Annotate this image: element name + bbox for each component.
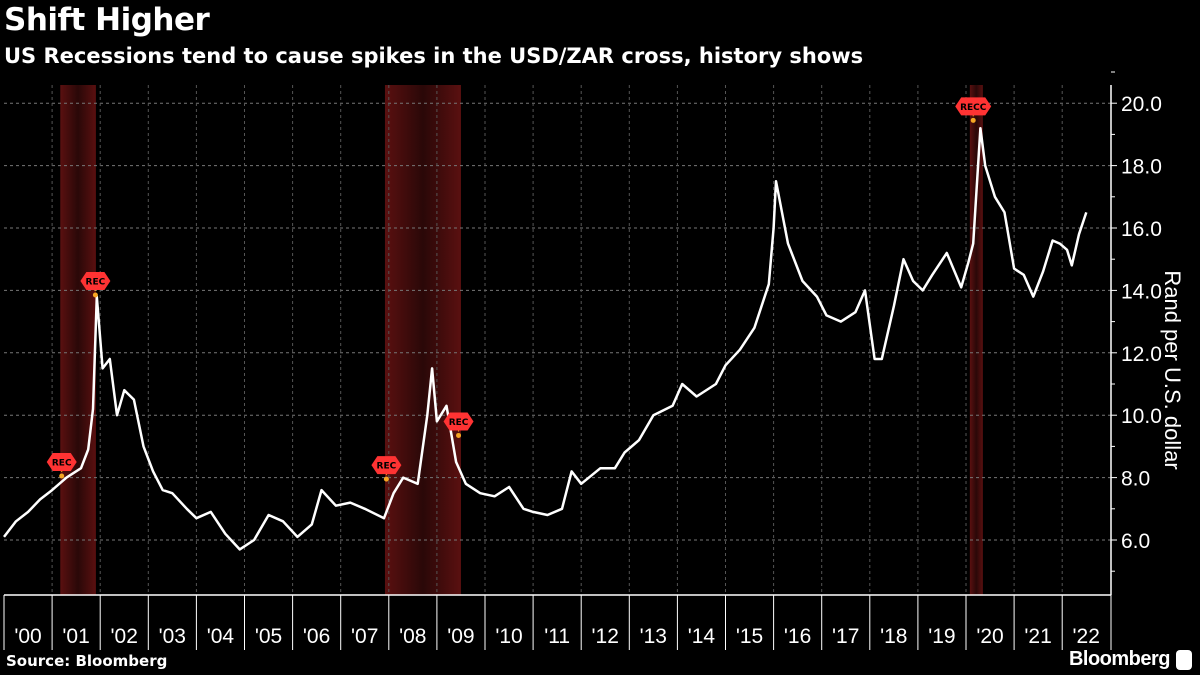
- marker-dot: [59, 473, 65, 479]
- usdzar-line: [3, 126, 1088, 551]
- recession-marker: REC: [443, 412, 474, 438]
- x-tick-label: '03: [159, 625, 186, 648]
- marker-label: REC: [377, 462, 397, 472]
- chart-title: Shift Higher: [4, 2, 210, 38]
- recession-marker: RECC: [955, 97, 992, 123]
- chart-subtitle: US Recessions tend to cause spikes in th…: [4, 44, 864, 68]
- recession-band: [384, 85, 461, 595]
- x-tick-label: '00: [14, 625, 41, 648]
- y-tick-label: 18.0: [1121, 156, 1162, 179]
- brand-name: Bloomberg: [1068, 648, 1171, 670]
- axes: 6.0 8.0 10.0 12.0 14.0 16.0 18.0 20.0 '00 '01 '02 '…: [3, 71, 1162, 650]
- y-tick-label: 8.0: [1121, 468, 1150, 491]
- series-layer: [3, 126, 1088, 551]
- x-tick-label: '12: [592, 625, 619, 648]
- x-tick-label: '18: [880, 625, 907, 648]
- y-tick-label: 14.0: [1121, 280, 1162, 303]
- x-tick-label: '08: [399, 625, 426, 648]
- source-note: Source: Bloomberg: [6, 652, 168, 670]
- marker-dot: [456, 432, 462, 438]
- marker-hexagon: [371, 456, 402, 475]
- x-tick-label: '13: [640, 625, 667, 648]
- recession-bands: [60, 85, 983, 595]
- chart-logo-icon: [1176, 649, 1192, 670]
- x-tick-label: '05: [255, 625, 282, 648]
- x-tick-label: '22: [1073, 625, 1100, 648]
- x-tick-label: '09: [447, 625, 474, 648]
- x-tick-label: '17: [832, 625, 859, 648]
- y-axis-label: Rand per U.S. dollar: [1160, 270, 1185, 470]
- marker-dot: [92, 292, 98, 298]
- marker-dot: [970, 117, 976, 123]
- bloomberg-logo: Bloomberg: [1069, 648, 1192, 671]
- gridlines: [4, 85, 1111, 595]
- x-tick-label: '19: [928, 625, 955, 648]
- x-tick-label: '14: [688, 625, 716, 648]
- x-tick-label: '04: [207, 625, 235, 648]
- recession-marker: REC: [46, 453, 77, 479]
- marker-hexagon: [80, 272, 111, 291]
- x-tick-label: '20: [976, 625, 1003, 648]
- x-tick-label: '01: [62, 625, 89, 648]
- recession-marker: REC: [80, 272, 111, 298]
- marker-label: RECC: [960, 103, 987, 113]
- recession-marker: REC: [371, 456, 402, 482]
- marker-hexagon: [46, 453, 77, 471]
- x-tick-label: '11: [544, 625, 570, 648]
- x-tick-label: '21: [1024, 625, 1051, 648]
- y-tick-label: 10.0: [1121, 405, 1162, 428]
- x-tick-label: '15: [736, 625, 763, 648]
- y-tick-label: 16.0: [1121, 218, 1162, 241]
- x-tick-label: '16: [784, 625, 811, 648]
- y-tick-label: 6.0: [1121, 530, 1150, 553]
- marker-dot: [383, 476, 389, 482]
- marker-hexagon: [443, 412, 474, 431]
- marker-label: REC: [52, 459, 72, 469]
- x-tick-label: '02: [111, 625, 138, 648]
- recession-band: [969, 85, 983, 595]
- marker-label: REC: [449, 418, 469, 428]
- x-tick-label: '10: [495, 625, 522, 648]
- y-tick-label: 20.0: [1121, 93, 1162, 116]
- marker-hexagon: [955, 97, 992, 116]
- x-tick-label: '07: [351, 625, 378, 648]
- y-tick-label: 12.0: [1121, 343, 1162, 366]
- x-tick-label: '06: [303, 625, 330, 648]
- recession-band: [60, 85, 96, 595]
- annotations: REC REC REC REC RECC: [46, 97, 992, 482]
- marker-label: REC: [86, 278, 106, 288]
